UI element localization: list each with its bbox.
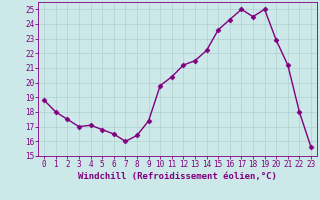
X-axis label: Windchill (Refroidissement éolien,°C): Windchill (Refroidissement éolien,°C) [78,172,277,181]
